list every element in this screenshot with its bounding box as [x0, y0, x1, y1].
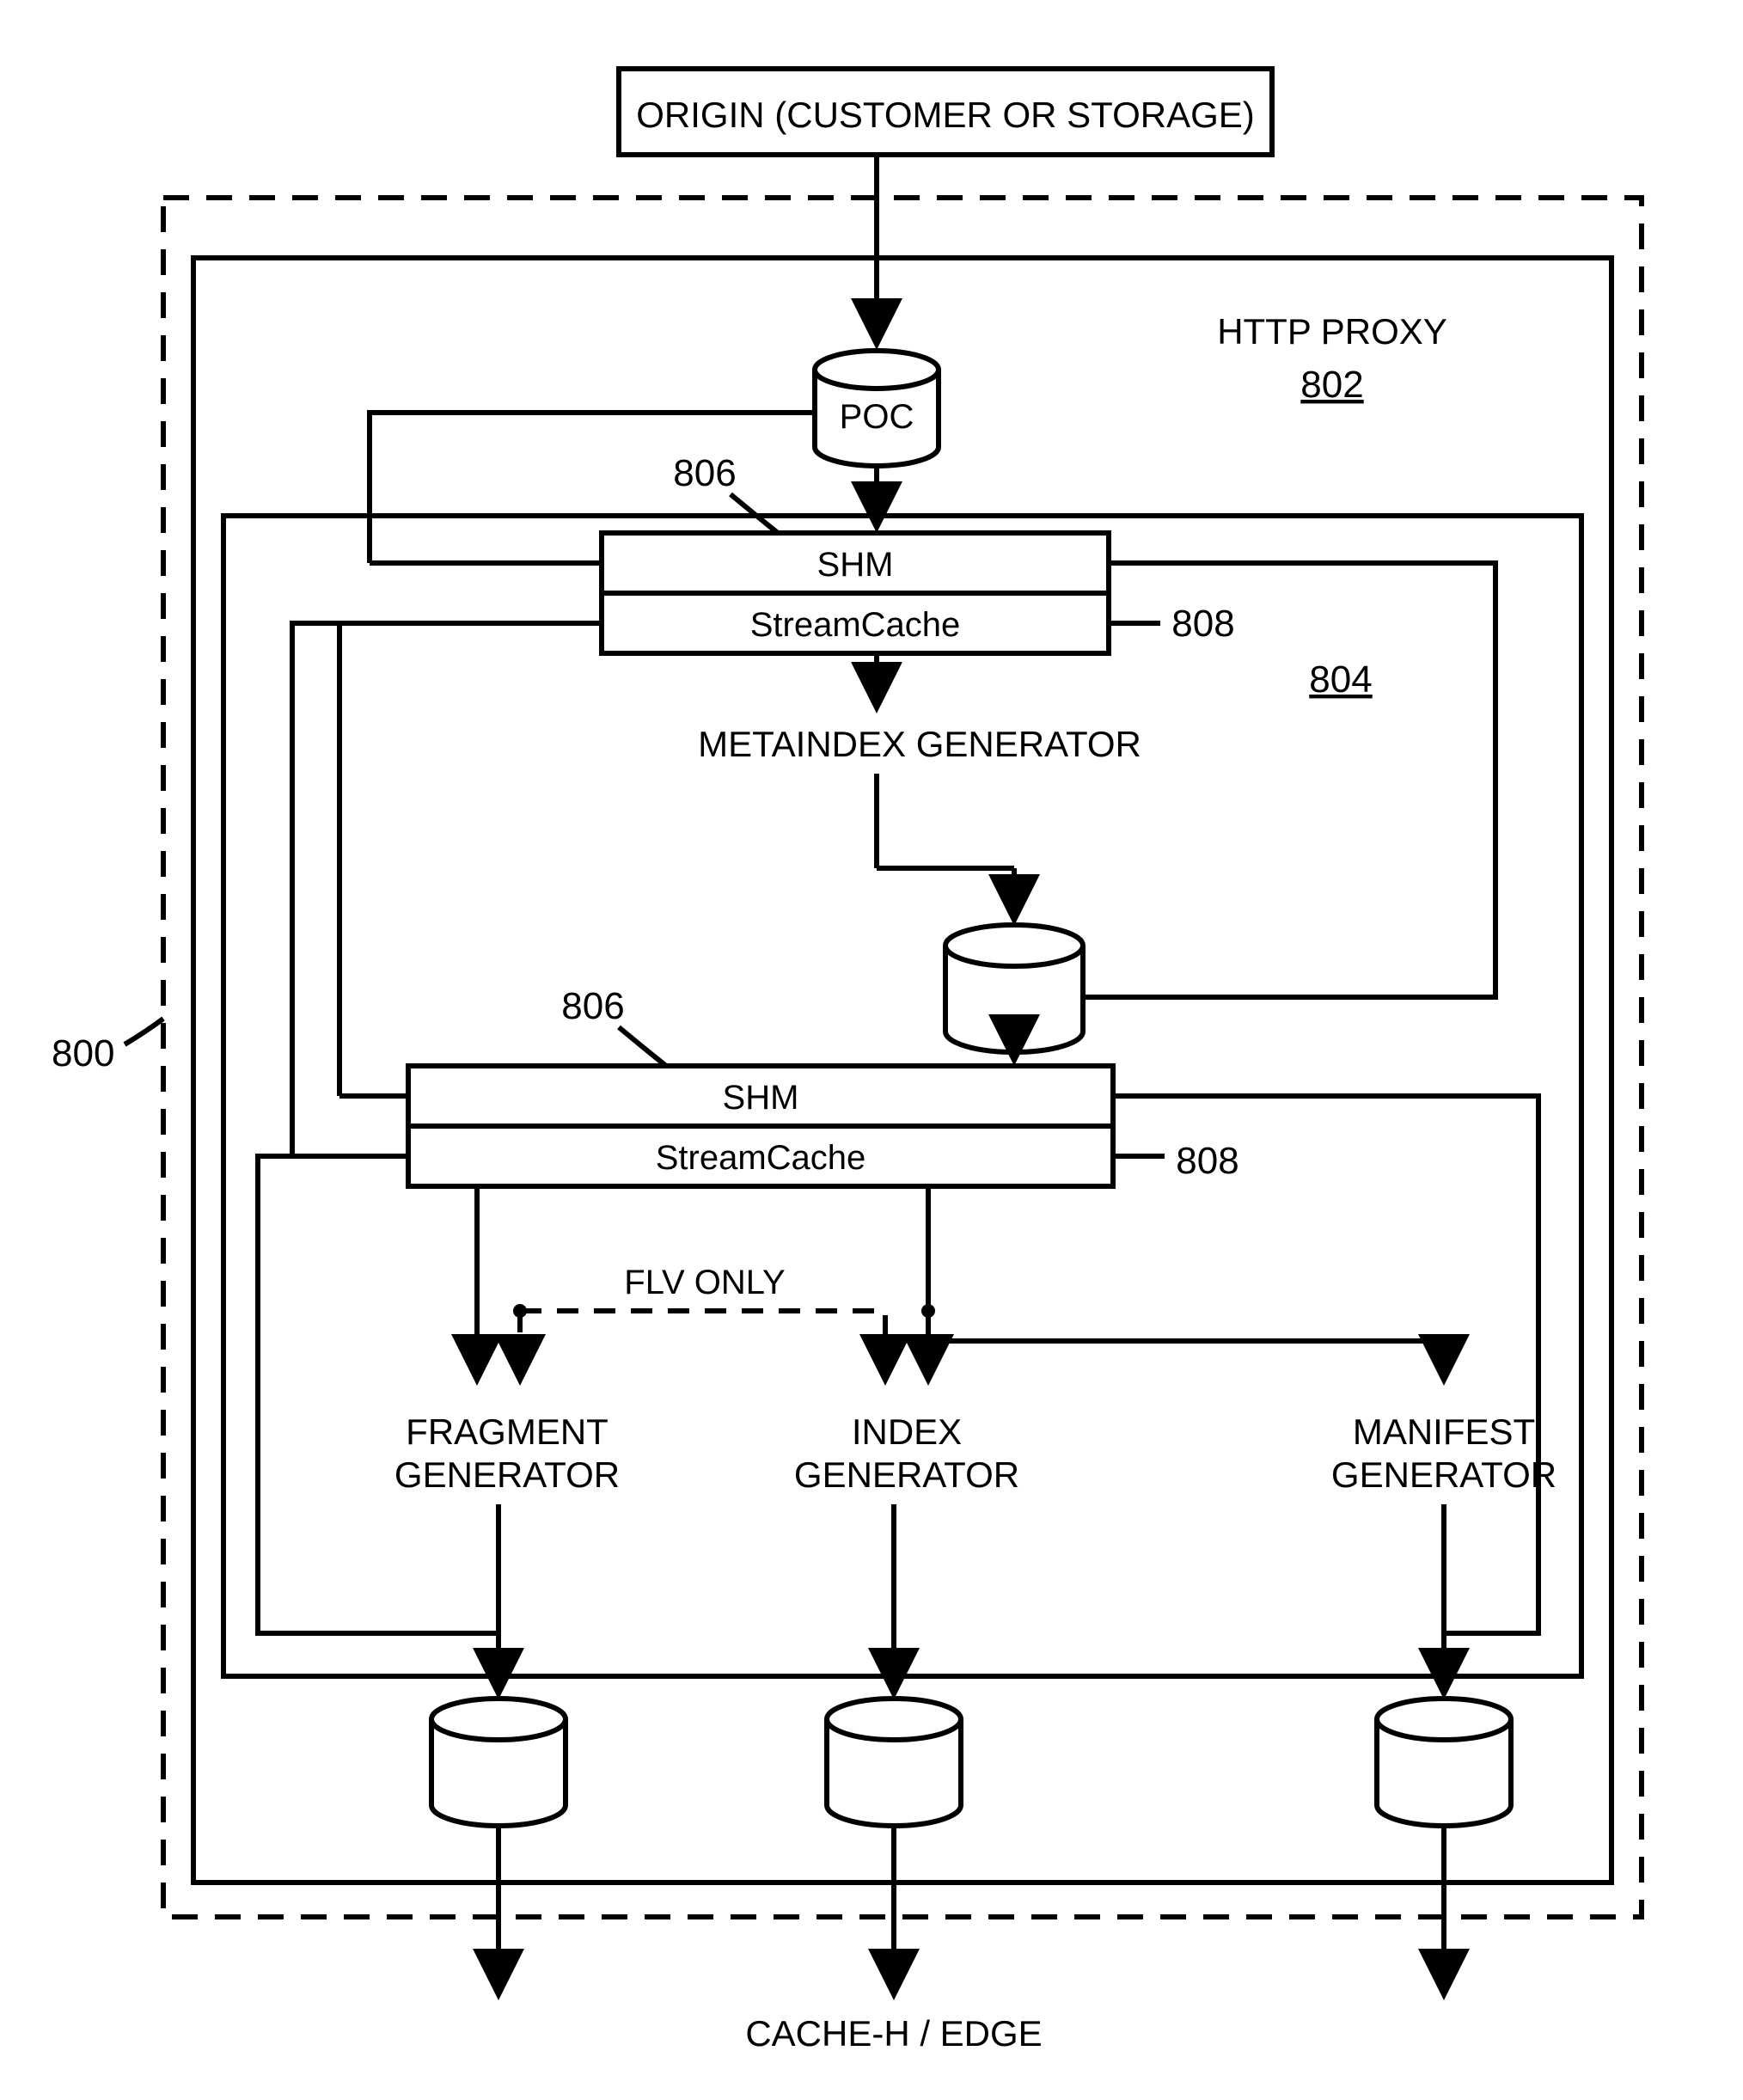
- poc-label: POC: [840, 398, 914, 436]
- fragment-gen-l2: GENERATOR: [394, 1454, 620, 1495]
- out-cyl-3: [1377, 1699, 1511, 1826]
- edge-shm2-right: [1113, 1096, 1538, 1689]
- cache-h-edge-label: CACHE-H / EDGE: [745, 2013, 1042, 2054]
- manifest-gen-l1: MANIFEST: [1353, 1411, 1535, 1452]
- out-cyl-1: [431, 1699, 566, 1826]
- shm1-label: SHM: [817, 546, 894, 584]
- flv-node-dot: [513, 1304, 527, 1318]
- origin-label: ORIGIN (CUSTOMER OR STORAGE): [636, 95, 1255, 135]
- flv-node-dot2: [921, 1304, 935, 1318]
- manifest-gen-l2: GENERATOR: [1331, 1454, 1556, 1495]
- metaindex-label: METAINDEX GENERATOR: [698, 724, 1141, 764]
- out-cyl-2: [827, 1699, 961, 1826]
- diagram-root: ORIGIN (CUSTOMER OR STORAGE) 800 HTTP PR…: [0, 0, 1743, 2100]
- streamcache2-label: StreamCache: [656, 1139, 866, 1177]
- fragment-gen-l1: FRAGMENT: [406, 1411, 609, 1452]
- edge-flv-dashed: [520, 1311, 885, 1375]
- ref-808-bottom: 808: [1176, 1140, 1238, 1182]
- mid-cylinder: [945, 925, 1083, 1052]
- ref-800: 800: [52, 1032, 114, 1074]
- streamcache1-label: StreamCache: [750, 606, 961, 644]
- edge-shm1-right: [1083, 563, 1495, 997]
- index-gen-l1: INDEX: [852, 1411, 962, 1452]
- ref-806-bottom-leader: [619, 1027, 666, 1066]
- ref-808-top: 808: [1171, 603, 1234, 645]
- ref-806-bottom: 806: [561, 985, 624, 1027]
- edge-branch-right: [928, 1341, 1444, 1375]
- shm2-label: SHM: [723, 1079, 799, 1117]
- ref-806-top: 806: [673, 452, 736, 494]
- ref-804: 804: [1309, 658, 1372, 701]
- index-gen-l2: GENERATOR: [794, 1454, 1019, 1495]
- ref-800-leader: [125, 1019, 163, 1044]
- flv-only-label: FLV ONLY: [624, 1264, 785, 1301]
- http-proxy-label: HTTP PROXY: [1217, 311, 1447, 352]
- ref-802: 802: [1300, 364, 1363, 406]
